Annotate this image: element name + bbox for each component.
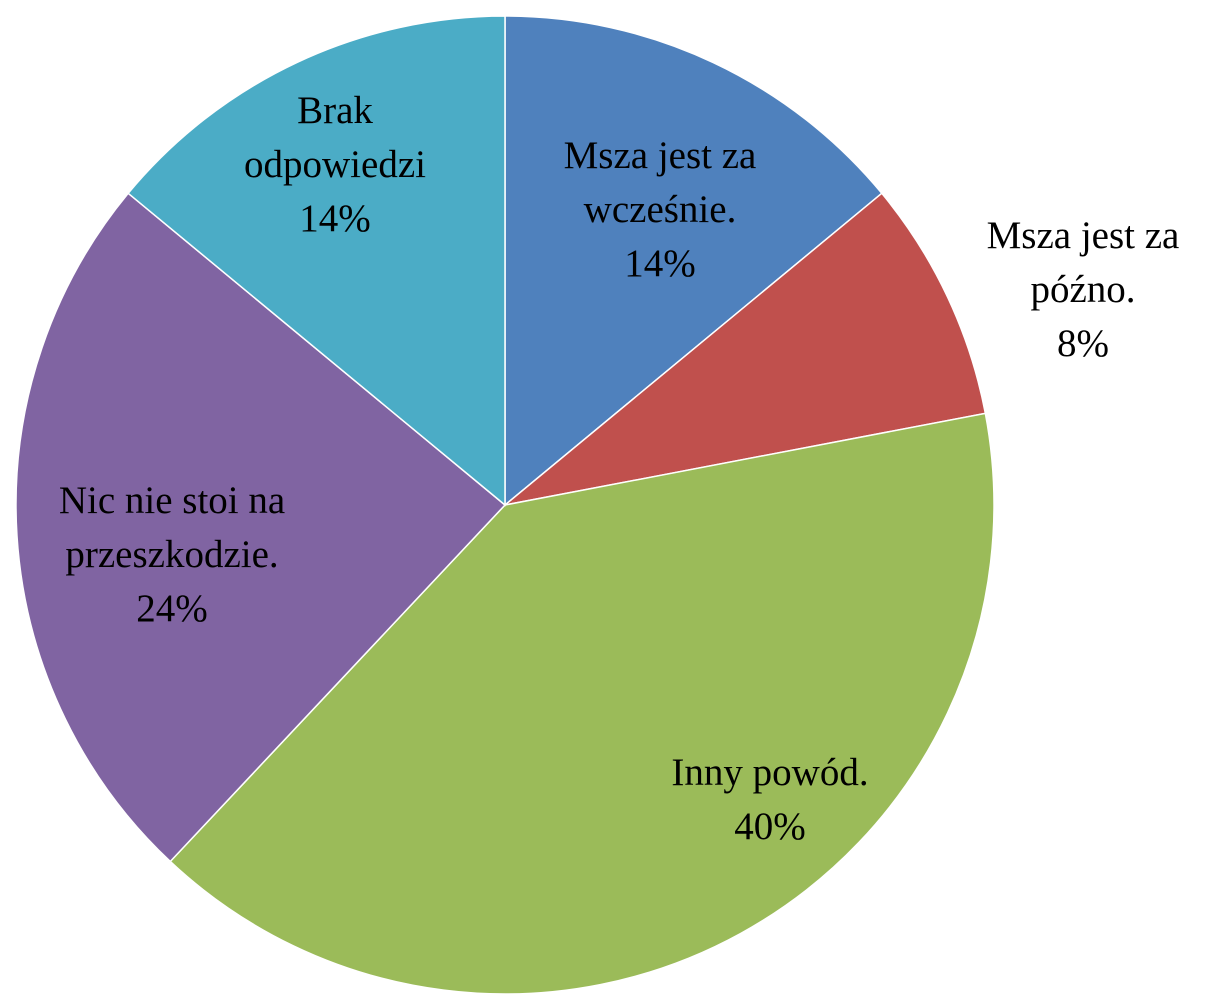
slice-label: Nic nie stoi na przeszkodzie. 24%: [12, 474, 332, 636]
slice-value: 24%: [136, 587, 208, 630]
slice-name: Msza jest za późno.: [986, 214, 1180, 311]
slice-label: Brak odpowiedzi 14%: [210, 84, 460, 246]
pie-slice: [504, 192, 987, 506]
slice-name: Inny powód.: [671, 751, 869, 794]
slice-name: Brak odpowiedzi: [244, 89, 426, 186]
slice-value: 14%: [299, 197, 371, 240]
slice-name: Nic nie stoi na przeszkodzie.: [58, 479, 286, 576]
pie-slice: [127, 15, 506, 507]
slice-label: Msza jest za późno. 8%: [948, 209, 1213, 371]
pie-slice: [169, 412, 995, 994]
pie-slice: [15, 192, 507, 863]
slice-label: Inny powód. 40%: [605, 746, 935, 854]
slice-label: Msza jest za wcześnie. 14%: [525, 129, 795, 291]
slice-value: 8%: [1057, 322, 1109, 365]
slice-value: 14%: [624, 242, 696, 285]
slice-value: 40%: [734, 805, 806, 848]
slice-name: Msza jest za wcześnie.: [563, 134, 757, 231]
pie-slice: [504, 15, 883, 507]
